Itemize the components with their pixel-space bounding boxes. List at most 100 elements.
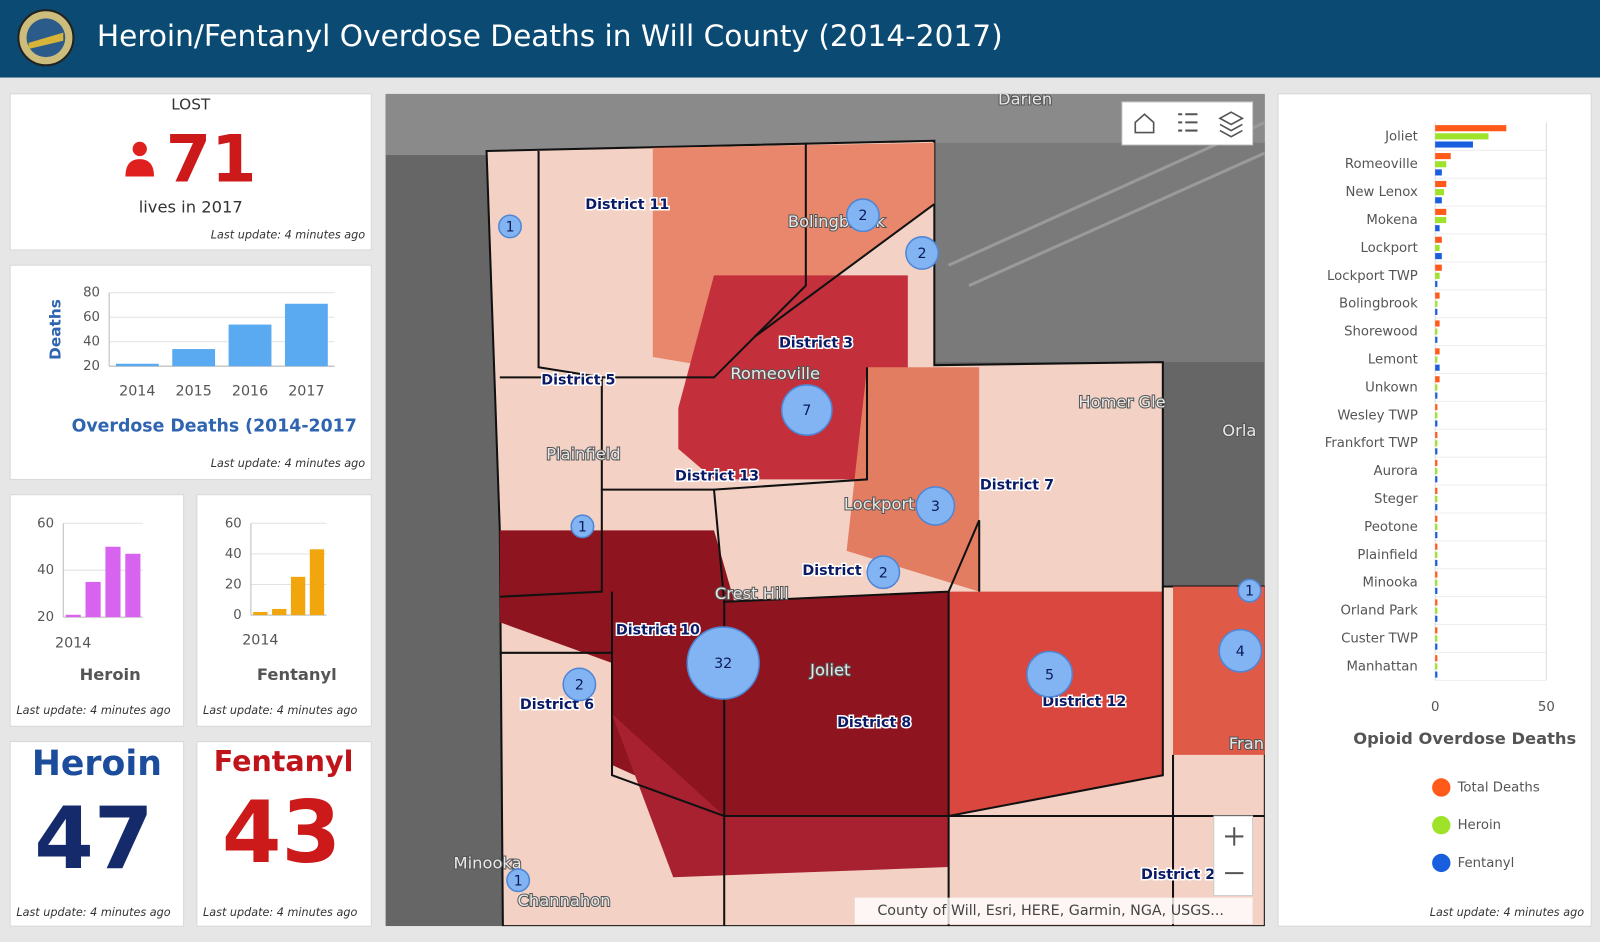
bar	[290, 576, 306, 616]
district-label: District 2	[1141, 867, 1215, 883]
bar	[65, 614, 81, 618]
bar	[1435, 197, 1442, 204]
bar	[1435, 280, 1438, 288]
y-tick-label: Lockport	[1360, 241, 1417, 256]
district-label: District 11	[585, 197, 669, 213]
bar	[1435, 292, 1440, 299]
place-label: Joliet	[809, 661, 850, 680]
cluster-count: 1	[578, 519, 587, 535]
bar	[1435, 551, 1438, 558]
cluster	[506, 868, 531, 893]
bar	[1435, 627, 1438, 634]
legend-label: Total Deaths	[1457, 780, 1540, 795]
chart-title: Opioid Overdose Deaths	[1353, 729, 1576, 748]
cluster	[915, 486, 956, 526]
bar	[1435, 384, 1438, 391]
indicator-value: 43	[222, 783, 341, 883]
legend-button[interactable]	[1178, 113, 1198, 132]
bar	[1435, 476, 1438, 483]
y-tick-label: Mokena	[1366, 213, 1417, 228]
place-label: Homer Gle	[1078, 392, 1165, 411]
place-label: Lockport	[844, 494, 915, 513]
y-tick-label: Bolingbrook	[1339, 297, 1418, 312]
bar	[1435, 272, 1440, 279]
y-tick-label: 20	[37, 610, 54, 625]
bar	[1435, 468, 1438, 475]
attribution-box	[854, 897, 1253, 925]
bar	[1435, 336, 1438, 343]
bar	[85, 581, 101, 618]
bar	[1435, 264, 1442, 271]
cluster-count: 2	[918, 246, 927, 262]
bar	[1435, 448, 1438, 455]
bar	[1435, 133, 1489, 140]
last-update: Last update: 4 minutes ago	[1430, 906, 1584, 919]
cluster-count: 2	[858, 208, 867, 224]
chart-title: Heroin	[80, 665, 141, 684]
bar	[1435, 440, 1438, 447]
bar	[1435, 420, 1438, 427]
bar	[1435, 571, 1438, 578]
indicator-title: Fentanyl	[214, 744, 354, 778]
district-label: District 12	[1042, 694, 1126, 710]
district-area	[1173, 586, 1265, 755]
bar	[228, 324, 272, 367]
bar	[1435, 543, 1438, 550]
bar	[1435, 216, 1447, 224]
district-label: District 3	[779, 336, 853, 352]
bar	[1435, 125, 1507, 132]
chart-title: Overdose Deaths (2014-2017	[72, 416, 357, 436]
layers-button[interactable]	[1218, 111, 1245, 138]
y-tick-label: Shorewood	[1344, 325, 1418, 340]
chart-title: Fentanyl	[257, 665, 337, 684]
cluster	[1026, 650, 1074, 698]
bar	[1435, 432, 1438, 439]
home-button[interactable]	[1134, 113, 1155, 134]
bar	[1435, 153, 1451, 160]
header-title: Heroin/Fentanyl Overdose Deaths in Will …	[97, 19, 1003, 53]
district-label: District 9	[802, 563, 876, 579]
zoom-in[interactable]	[1225, 827, 1244, 846]
y-tick-label: 0	[233, 608, 241, 623]
y-tick-label: 80	[83, 286, 100, 301]
y-tick-label: Peotone	[1364, 520, 1418, 535]
y-tick-label: Custer TWP	[1341, 632, 1418, 647]
bar	[1435, 328, 1438, 335]
logo	[17, 9, 75, 67]
cluster	[905, 236, 940, 270]
last-update: Last update: 4 minutes ago	[211, 457, 365, 470]
bar	[1435, 300, 1438, 307]
bar	[1435, 189, 1445, 196]
bar	[1435, 495, 1438, 503]
x-tick-label: 2016	[232, 384, 268, 400]
indicator-label: LOST	[171, 96, 211, 114]
cluster	[866, 555, 901, 590]
indicator-value: 47	[34, 789, 153, 889]
bar	[1435, 671, 1438, 678]
place-label: Plainfield	[546, 444, 620, 463]
district-area	[846, 367, 980, 592]
bar	[1435, 607, 1438, 614]
cluster-count: 2	[575, 677, 584, 693]
y-tick-label: 60	[37, 516, 54, 531]
cluster-count: 1	[505, 219, 514, 235]
bar	[1435, 459, 1438, 467]
district-label: District 5	[541, 372, 615, 388]
last-update: Last update: 4 minutes ago	[203, 906, 357, 919]
bar	[1435, 320, 1440, 327]
bar	[105, 546, 121, 618]
place-label: Crest Hill	[715, 584, 789, 603]
district-label: District 7	[980, 478, 1054, 494]
place-label: Channahon	[518, 891, 611, 910]
cluster-count: 7	[802, 403, 811, 419]
bar	[125, 553, 141, 618]
bar	[1435, 376, 1440, 383]
bar	[1435, 180, 1447, 188]
x-tick-label: 2015	[176, 384, 212, 400]
last-update: Last update: 4 minutes ago	[16, 906, 170, 919]
y-tick-label: Steger	[1374, 492, 1418, 507]
cluster-count: 1	[514, 873, 523, 889]
road	[947, 121, 1265, 288]
x-tick-label: 50	[1538, 700, 1555, 715]
district-area	[678, 275, 908, 480]
